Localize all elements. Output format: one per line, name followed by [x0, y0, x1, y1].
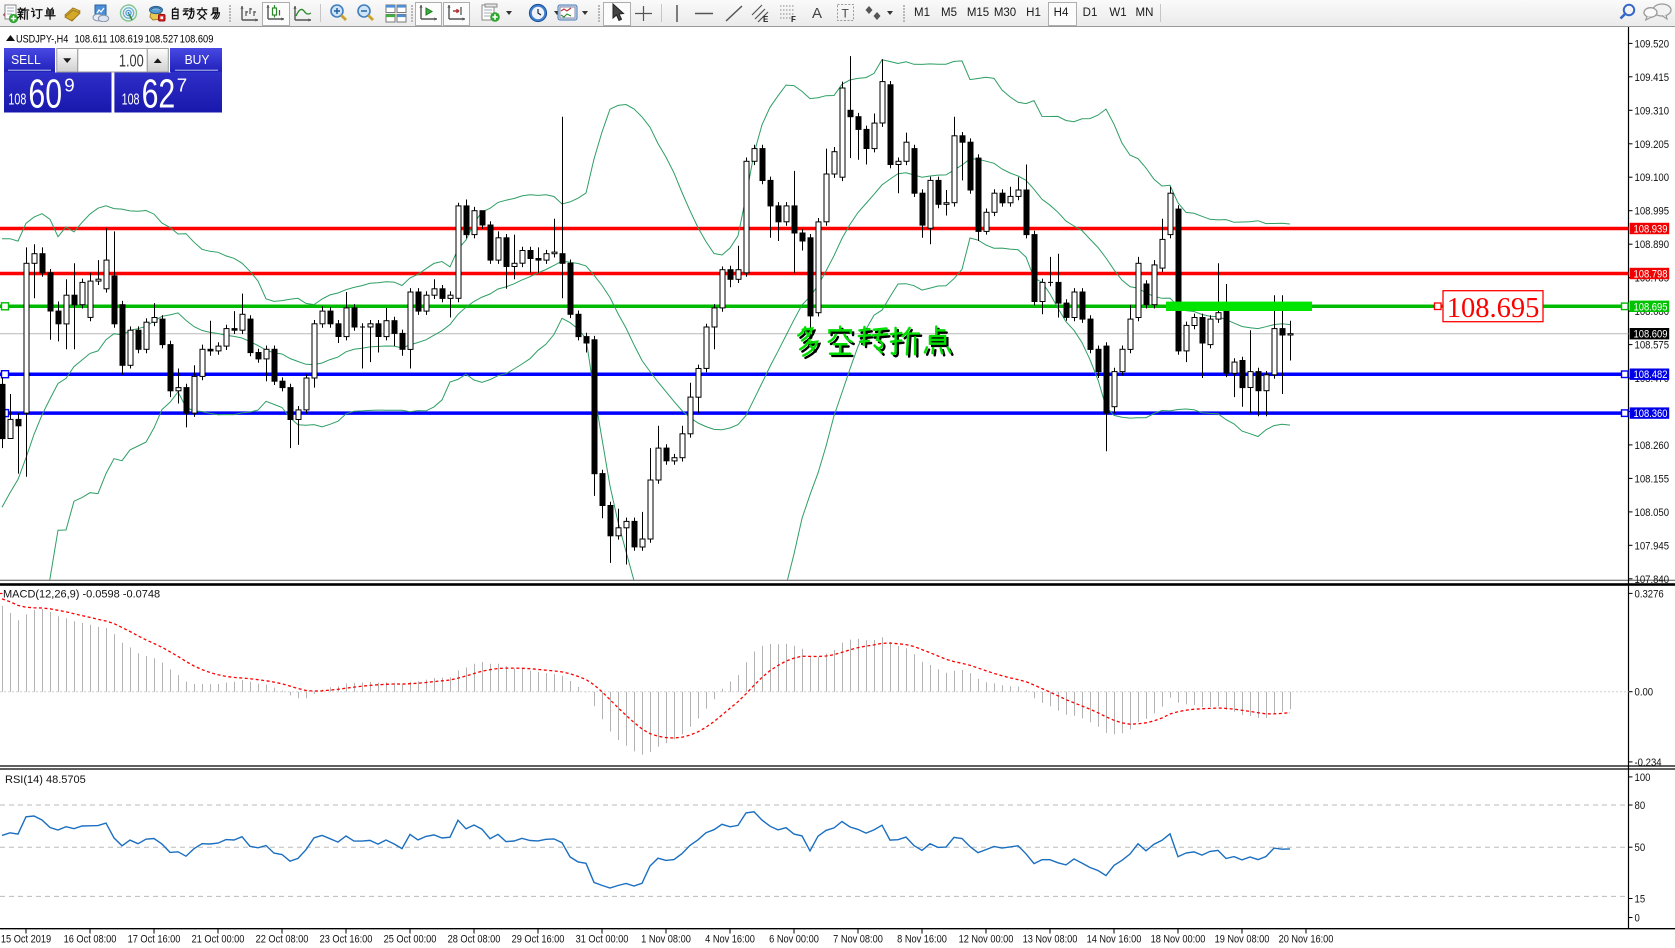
svg-text:1.00: 1.00 — [118, 51, 143, 71]
svg-text:F: F — [791, 15, 796, 23]
svg-text:-0.234: -0.234 — [1635, 757, 1662, 769]
svg-text:108.939: 108.939 — [1634, 224, 1668, 236]
svg-text:80: 80 — [1635, 800, 1646, 812]
svg-text:8 Nov 16:00: 8 Nov 16:00 — [897, 934, 947, 946]
svg-text:1 Nov 08:00: 1 Nov 08:00 — [641, 934, 691, 946]
svg-text:21 Oct 00:00: 21 Oct 00:00 — [192, 934, 245, 946]
svg-text:25 Oct 00:00: 25 Oct 00:00 — [384, 934, 437, 946]
svg-text:109.100: 109.100 — [1635, 173, 1670, 185]
svg-text:28 Oct 08:00: 28 Oct 08:00 — [448, 934, 501, 946]
svg-text:BUY: BUY — [184, 53, 209, 67]
svg-text:SELL: SELL — [11, 53, 41, 67]
svg-text:22 Oct 08:00: 22 Oct 08:00 — [256, 934, 309, 946]
svg-text:13 Nov 08:00: 13 Nov 08:00 — [1023, 934, 1078, 946]
svg-text:USDJPY-,H4: USDJPY-,H4 — [16, 34, 69, 46]
svg-text:109.415: 109.415 — [1635, 72, 1670, 84]
svg-text:18 Nov 00:00: 18 Nov 00:00 — [1151, 934, 1206, 946]
svg-text:6 Nov 00:00: 6 Nov 00:00 — [769, 934, 819, 946]
svg-text:7 Nov 08:00: 7 Nov 08:00 — [833, 934, 883, 946]
svg-text:14 Nov 16:00: 14 Nov 16:00 — [1087, 934, 1142, 946]
svg-text:108.890: 108.890 — [1635, 240, 1670, 252]
svg-text:108.695: 108.695 — [1447, 293, 1540, 324]
svg-text:109.205: 109.205 — [1635, 139, 1670, 151]
svg-text:108.695: 108.695 — [1634, 302, 1668, 314]
svg-text:108.619: 108.619 — [110, 34, 144, 46]
svg-text:0.3276: 0.3276 — [1635, 589, 1664, 601]
svg-text:109.310: 109.310 — [1635, 106, 1670, 118]
svg-text:E: E — [763, 15, 769, 23]
svg-text:29 Oct 16:00: 29 Oct 16:00 — [512, 934, 565, 946]
svg-text:108.155: 108.155 — [1635, 474, 1670, 486]
svg-text:19 Nov 08:00: 19 Nov 08:00 — [1215, 934, 1270, 946]
svg-text:100: 100 — [1635, 772, 1651, 784]
svg-text:15: 15 — [1635, 894, 1646, 906]
svg-text:108: 108 — [121, 90, 139, 108]
svg-text:108.527: 108.527 — [145, 34, 179, 46]
svg-text:108.680: 108.680 — [1635, 307, 1670, 319]
svg-text:108.609: 108.609 — [1634, 329, 1668, 341]
svg-text:108.798: 108.798 — [1634, 269, 1668, 281]
svg-text:108.611: 108.611 — [75, 34, 108, 46]
svg-text:15 Oct 2019: 15 Oct 2019 — [1, 934, 52, 946]
svg-text:108: 108 — [8, 90, 26, 108]
svg-text:108.260: 108.260 — [1635, 440, 1670, 452]
svg-text:109.520: 109.520 — [1635, 39, 1670, 51]
svg-text:T: T — [842, 7, 850, 21]
svg-text:MACD(12,26,9) -0.0598 -0.0748: MACD(12,26,9) -0.0598 -0.0748 — [3, 589, 160, 601]
svg-text:108.995: 108.995 — [1635, 206, 1670, 218]
svg-text:108.482: 108.482 — [1634, 370, 1668, 382]
svg-text:107.945: 107.945 — [1635, 541, 1670, 553]
svg-text:12 Nov 00:00: 12 Nov 00:00 — [959, 934, 1014, 946]
svg-text:23 Oct 16:00: 23 Oct 16:00 — [320, 934, 373, 946]
svg-text:108.609: 108.609 — [180, 34, 214, 46]
svg-text:0.00: 0.00 — [1635, 687, 1654, 699]
svg-text:107.840: 107.840 — [1635, 574, 1670, 586]
svg-text:50: 50 — [1635, 843, 1646, 855]
svg-text:108.360: 108.360 — [1634, 409, 1668, 421]
svg-text:17 Oct 16:00: 17 Oct 16:00 — [128, 934, 181, 946]
svg-text:108.575: 108.575 — [1635, 340, 1670, 352]
svg-text:9: 9 — [64, 75, 74, 96]
svg-text:16 Oct 08:00: 16 Oct 08:00 — [64, 934, 117, 946]
svg-text:108.050: 108.050 — [1635, 507, 1670, 519]
svg-text:62: 62 — [141, 70, 175, 113]
svg-text:4 Nov 16:00: 4 Nov 16:00 — [705, 934, 755, 946]
svg-text:60: 60 — [28, 70, 62, 113]
svg-text:RSI(14) 48.5705: RSI(14) 48.5705 — [5, 774, 86, 786]
svg-text:0: 0 — [1635, 913, 1641, 925]
svg-text:31 Oct 00:00: 31 Oct 00:00 — [576, 934, 629, 946]
svg-text:7: 7 — [176, 75, 186, 96]
svg-text:20 Nov 16:00: 20 Nov 16:00 — [1279, 934, 1334, 946]
